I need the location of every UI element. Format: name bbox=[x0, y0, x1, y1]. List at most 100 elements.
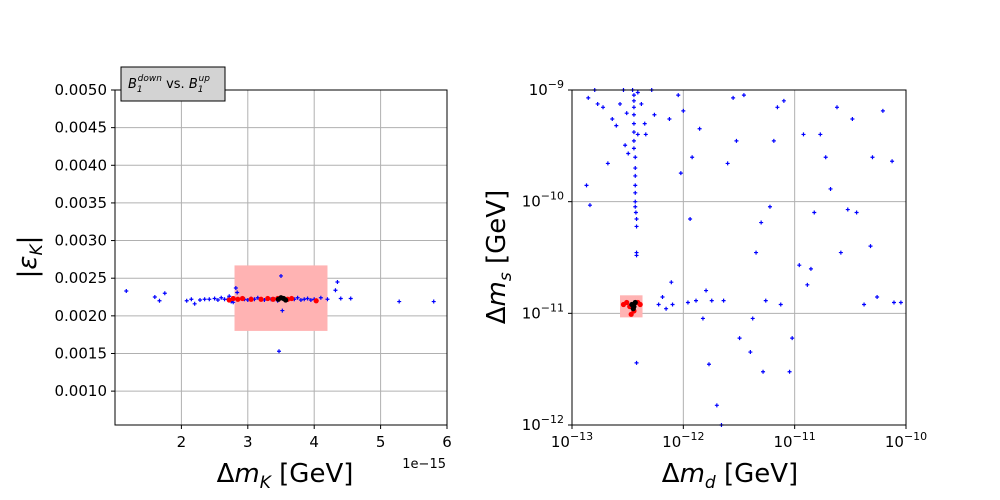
point-blue bbox=[643, 132, 648, 137]
point-blue bbox=[431, 299, 436, 304]
point-blue bbox=[761, 369, 766, 374]
point-blue bbox=[618, 101, 623, 106]
point-blue bbox=[850, 116, 855, 121]
point-blue bbox=[626, 151, 631, 156]
point-blue bbox=[634, 216, 639, 221]
point-blue bbox=[233, 285, 238, 290]
point-red bbox=[265, 295, 271, 302]
point-blue bbox=[633, 204, 638, 209]
point-blue bbox=[634, 360, 639, 365]
point-blue bbox=[587, 203, 592, 208]
point-blue bbox=[656, 302, 661, 307]
point-blue bbox=[635, 90, 640, 95]
x-tick-label: 2 bbox=[177, 433, 187, 451]
point-blue bbox=[586, 95, 591, 100]
point-blue bbox=[631, 146, 636, 151]
point-blue bbox=[325, 297, 330, 302]
point-blue bbox=[875, 295, 880, 300]
point-blue bbox=[823, 155, 828, 160]
point-blue bbox=[805, 282, 810, 287]
point-blue bbox=[631, 121, 636, 126]
point-blue bbox=[202, 297, 207, 302]
point-blue bbox=[767, 204, 772, 209]
left-chart-xlabel: ΔmK [GeV] bbox=[217, 459, 354, 493]
y-tick-label: 0.0010 bbox=[55, 382, 108, 400]
point-blue bbox=[748, 350, 753, 355]
left-chart-x-offset: 1e−15 bbox=[402, 457, 446, 472]
point-blue bbox=[818, 132, 823, 137]
y-tick-label: 10−11 bbox=[522, 301, 564, 322]
point-blue bbox=[280, 308, 285, 313]
point-blue bbox=[801, 132, 806, 137]
point-blue bbox=[862, 302, 867, 307]
point-blue bbox=[197, 298, 202, 303]
y-tick-label: 10−10 bbox=[522, 190, 564, 211]
point-blue bbox=[631, 138, 636, 143]
point-blue bbox=[633, 183, 638, 188]
point-blue bbox=[162, 291, 167, 296]
point-blue bbox=[808, 266, 813, 271]
point-blue bbox=[184, 298, 189, 303]
point-blue bbox=[305, 296, 310, 301]
point-blue bbox=[721, 298, 726, 303]
left-chart: 2 3 4 5 6 0.0010 0.0015 0.0020 0.0025 0.0030 0.003… bbox=[13, 66, 452, 493]
point-blue bbox=[685, 300, 690, 305]
point-blue bbox=[890, 159, 895, 164]
point-blue bbox=[633, 210, 638, 215]
point-blue bbox=[694, 298, 699, 303]
left-chart-grid bbox=[115, 90, 447, 425]
point-blue bbox=[397, 299, 402, 304]
point-blue bbox=[338, 296, 343, 301]
point-red bbox=[248, 296, 254, 302]
point-blue bbox=[302, 297, 307, 302]
point-blue bbox=[868, 244, 873, 249]
point-blue bbox=[298, 298, 303, 303]
right-chart-frame bbox=[571, 89, 907, 426]
point-blue bbox=[697, 126, 702, 131]
y-tick-label: 10−12 bbox=[522, 413, 564, 434]
left-chart-frame bbox=[114, 89, 448, 426]
point-blue bbox=[610, 116, 615, 121]
point-blue bbox=[704, 288, 709, 293]
point-blue bbox=[634, 224, 639, 229]
point-blue bbox=[614, 123, 619, 128]
point-red bbox=[313, 298, 319, 304]
point-blue bbox=[676, 93, 681, 98]
point-blue bbox=[189, 297, 194, 302]
point-blue bbox=[279, 273, 283, 278]
point-blue bbox=[690, 155, 695, 160]
point-blue bbox=[664, 306, 669, 311]
point-blue bbox=[623, 143, 628, 148]
y-tick-label: 0.0045 bbox=[55, 119, 108, 137]
point-blue bbox=[207, 297, 212, 302]
point-blue bbox=[634, 253, 639, 258]
point-blue bbox=[709, 298, 714, 303]
point-blue bbox=[348, 296, 353, 301]
point-blue bbox=[212, 296, 217, 301]
point-blue bbox=[633, 166, 638, 171]
point-blue bbox=[763, 298, 768, 303]
point-blue bbox=[152, 295, 157, 300]
left-chart-ylabel: |εK| bbox=[13, 236, 47, 279]
point-blue bbox=[308, 298, 313, 303]
right-chart-ylabel: Δms [GeV] bbox=[482, 190, 516, 324]
point-blue bbox=[631, 93, 636, 98]
point-blue bbox=[681, 108, 686, 113]
point-blue bbox=[633, 199, 638, 204]
x-tick-label: 10−10 bbox=[885, 430, 927, 451]
point-blue bbox=[781, 98, 786, 103]
point-blue bbox=[787, 369, 792, 374]
point-blue bbox=[318, 295, 323, 300]
point-blue bbox=[192, 301, 197, 306]
point-blue bbox=[633, 173, 638, 178]
point-blue bbox=[734, 138, 739, 143]
point-blue bbox=[725, 161, 730, 166]
point-blue bbox=[667, 116, 672, 121]
point-blue bbox=[601, 105, 606, 110]
point-blue bbox=[669, 280, 674, 285]
x-tick-label: 4 bbox=[309, 433, 319, 451]
point-blue bbox=[812, 210, 817, 215]
point-blue bbox=[775, 105, 780, 110]
point-blue bbox=[642, 121, 647, 126]
point-red bbox=[637, 301, 643, 308]
